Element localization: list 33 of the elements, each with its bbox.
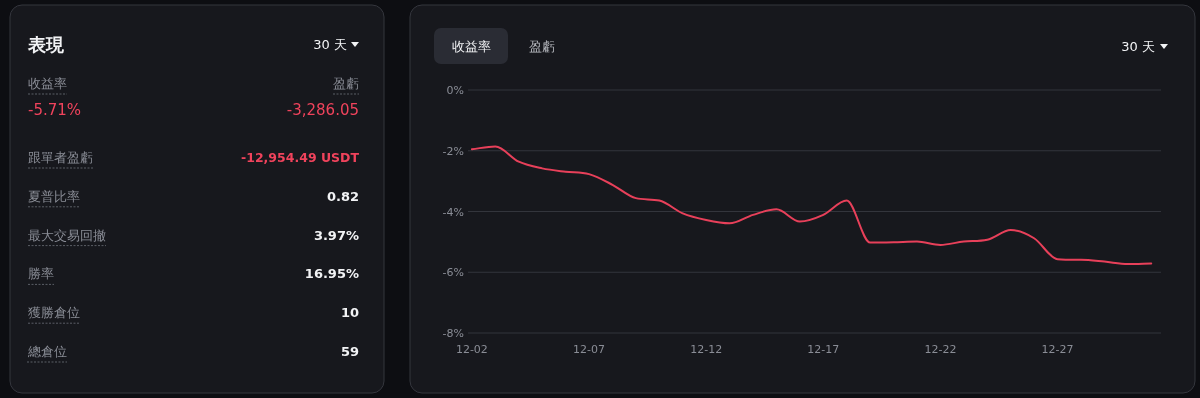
text: 收益率 [28, 76, 67, 91]
text: 跟單者盈虧 [28, 150, 93, 165]
text: 30 天 [1121, 39, 1155, 54]
text: 16.95% [304, 266, 359, 282]
text: -5.71% [28, 101, 82, 119]
text: 表現 [27, 34, 65, 55]
text: 30 天 [313, 37, 347, 52]
x-tick-label: 12-02 [455, 343, 488, 356]
y-tick-label: 0% [446, 84, 464, 97]
x-tick-label: 12-27 [1041, 343, 1074, 356]
text: 0.82 [326, 188, 359, 204]
text: 盈虧 [529, 39, 555, 54]
text: 收益率 [451, 39, 491, 54]
text: -3,286.05 [286, 101, 359, 119]
y-tick-label: -2% [442, 144, 464, 158]
x-tick-label: 12-17 [807, 343, 840, 356]
line-series [470, 145, 1153, 266]
x-tick-label: 12-12 [690, 343, 723, 356]
text: 獲勝倉位 [28, 305, 80, 321]
text: 夏普比率 [28, 188, 80, 204]
text: 勝率 [28, 266, 54, 282]
text: 最大交易回撤 [28, 227, 106, 243]
x-tick-label: 12-07 [573, 343, 606, 356]
text: -12,954.49 USDT [241, 150, 360, 165]
y-tick-label: -8% [442, 327, 464, 340]
text: 3.97% [313, 227, 359, 243]
text: 59 [340, 344, 359, 359]
text: 總倉位 [27, 344, 67, 359]
y-tick-label: -4% [442, 205, 464, 219]
x-tick-label: 12-22 [924, 343, 957, 356]
y-tick-label: -6% [442, 266, 464, 280]
text: 盈虧 [333, 76, 359, 91]
text: 10 [340, 305, 359, 321]
